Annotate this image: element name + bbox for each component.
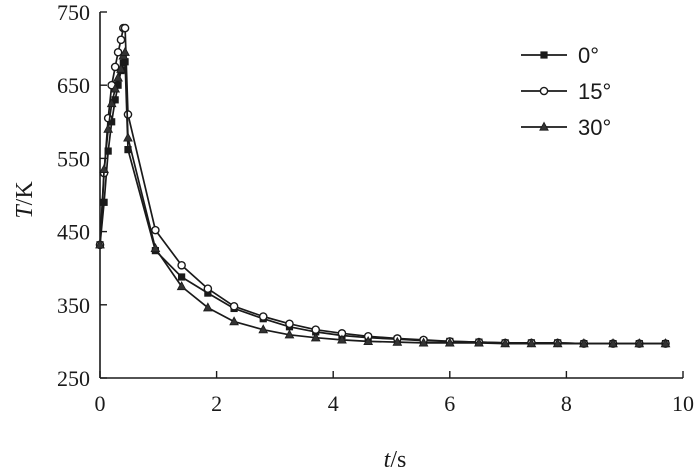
triangle-marker — [500, 338, 511, 348]
legend-label: 0° — [578, 43, 599, 68]
y-tick-label: 450 — [57, 220, 90, 245]
circle-marker — [177, 260, 186, 270]
y-axis-title-symbol: T — [12, 204, 38, 219]
triangle-marker — [392, 336, 403, 346]
triangle-marker — [660, 338, 671, 348]
circle-marker — [120, 23, 130, 33]
y-tick-label: 650 — [57, 73, 90, 98]
series-line — [99, 60, 666, 345]
x-axis-title: t/s — [384, 447, 407, 471]
triangle-marker — [284, 329, 295, 339]
y-axis-title: T/K — [12, 181, 38, 219]
triangle-marker — [579, 338, 589, 348]
triangle-marker — [444, 337, 455, 347]
square-marker — [108, 118, 116, 126]
triangle-marker — [337, 334, 347, 344]
square-marker — [104, 147, 112, 155]
x-axis-title-symbol: t — [384, 447, 392, 471]
y-tick-label: 550 — [57, 146, 90, 171]
triangle-marker — [258, 324, 269, 334]
triangle-marker — [106, 98, 117, 108]
circle-marker — [285, 319, 294, 329]
x-tick-label: 2 — [211, 391, 222, 416]
triangle-marker — [552, 338, 563, 348]
circle-marker — [203, 284, 213, 293]
triangle-marker — [95, 239, 105, 249]
circle-marker — [258, 312, 268, 321]
series-filled-triangle — [95, 46, 671, 348]
series-line — [99, 27, 666, 345]
y-tick-label: 250 — [57, 366, 90, 391]
x-axis-title-unit: /s — [390, 447, 406, 471]
series-open-circle — [95, 23, 670, 348]
triangle-marker — [474, 337, 484, 347]
circle-marker — [311, 325, 321, 334]
triangle-marker — [99, 163, 109, 173]
y-tick-label: 750 — [57, 0, 90, 25]
triangle-marker — [608, 338, 618, 348]
x-tick-label: 0 — [95, 391, 106, 416]
chart-axes — [99, 12, 683, 379]
circle-marker — [113, 47, 123, 57]
square-marker — [204, 289, 212, 297]
triangle-marker — [526, 338, 537, 348]
triangle-marker — [363, 335, 374, 346]
triangle-marker — [150, 242, 161, 253]
triangle-marker — [176, 281, 187, 291]
triangle-marker — [110, 83, 121, 93]
circle-marker — [151, 225, 160, 235]
square-marker — [178, 273, 186, 281]
square-marker — [114, 81, 122, 89]
triangle-marker — [103, 123, 114, 133]
circle-marker — [110, 62, 120, 72]
triangle-marker — [634, 338, 645, 348]
triangle-marker — [310, 332, 321, 342]
legend-triangle-marker — [539, 121, 549, 131]
square-marker — [111, 96, 119, 104]
triangle-marker — [113, 72, 123, 82]
legend-item: 0° — [521, 43, 599, 68]
chart-legend: 0° 15° 30° — [521, 43, 611, 140]
legend-label: 30° — [578, 115, 611, 140]
y-tick-label: 350 — [57, 293, 90, 318]
legend-circle-marker — [539, 86, 549, 96]
legend-label: 15° — [578, 79, 611, 104]
x-tick-label: 6 — [444, 391, 455, 416]
x-tick-label: 8 — [561, 391, 572, 416]
triangle-marker — [418, 337, 429, 347]
legend-item: 30° — [521, 115, 611, 140]
x-tick-label: 4 — [328, 391, 339, 416]
circle-marker — [229, 301, 239, 311]
triangle-marker — [120, 46, 130, 56]
square-marker — [124, 146, 132, 154]
triangle-marker — [202, 302, 213, 312]
triangle-marker — [123, 132, 133, 142]
axis-tick-labels: 0 2 4 6 8 10 250 350 450 550 650 750 — [57, 0, 694, 416]
square-marker — [100, 198, 108, 206]
triangle-marker — [116, 63, 126, 73]
legend-square-marker — [540, 51, 548, 59]
triangle-marker — [229, 316, 239, 326]
data-series — [95, 23, 671, 348]
circle-marker — [116, 35, 126, 45]
y-axis-title-unit: /K — [12, 181, 38, 206]
legend-item: 15° — [521, 79, 611, 104]
x-tick-label: 10 — [672, 391, 694, 416]
